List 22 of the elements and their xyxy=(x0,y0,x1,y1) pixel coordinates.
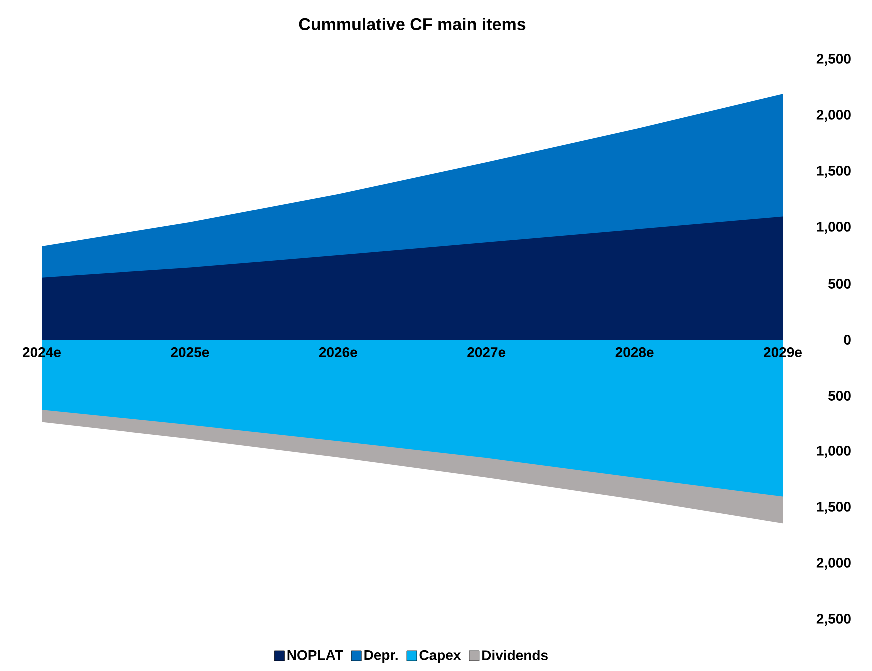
y-tick-label: 1,000 xyxy=(817,222,851,234)
y-tick-label: 2,500 xyxy=(816,54,851,66)
y-tick-label: 2,000 xyxy=(816,110,851,122)
y-tick-label: 2,500 xyxy=(816,614,851,626)
x-tick-label: 2024e xyxy=(23,348,61,358)
x-tick-label: 2025e xyxy=(171,348,210,358)
legend-label: Depr. xyxy=(364,650,398,663)
x-tick-label: 2029e xyxy=(764,348,802,358)
y-tick-label: 1,500 xyxy=(817,502,851,514)
chart-title: Cummulative CF main items xyxy=(299,18,526,30)
y-tick-label: 500 xyxy=(828,391,851,401)
y-tick-label: 1,500 xyxy=(817,166,851,178)
legend-label: Capex xyxy=(420,650,462,664)
x-tick-label: 2026e xyxy=(319,348,358,358)
legend-label: NOPLAT xyxy=(288,650,344,660)
legend-label: Dividends xyxy=(482,650,548,660)
x-tick-label: 2027e xyxy=(468,348,506,358)
y-tick-label: 1,000 xyxy=(817,446,851,458)
x-tick-label: 2028e xyxy=(616,348,654,358)
y-tick-label: 0 xyxy=(844,335,851,345)
y-tick-label: 500 xyxy=(828,279,851,289)
y-tick-label: 2,000 xyxy=(816,558,851,570)
